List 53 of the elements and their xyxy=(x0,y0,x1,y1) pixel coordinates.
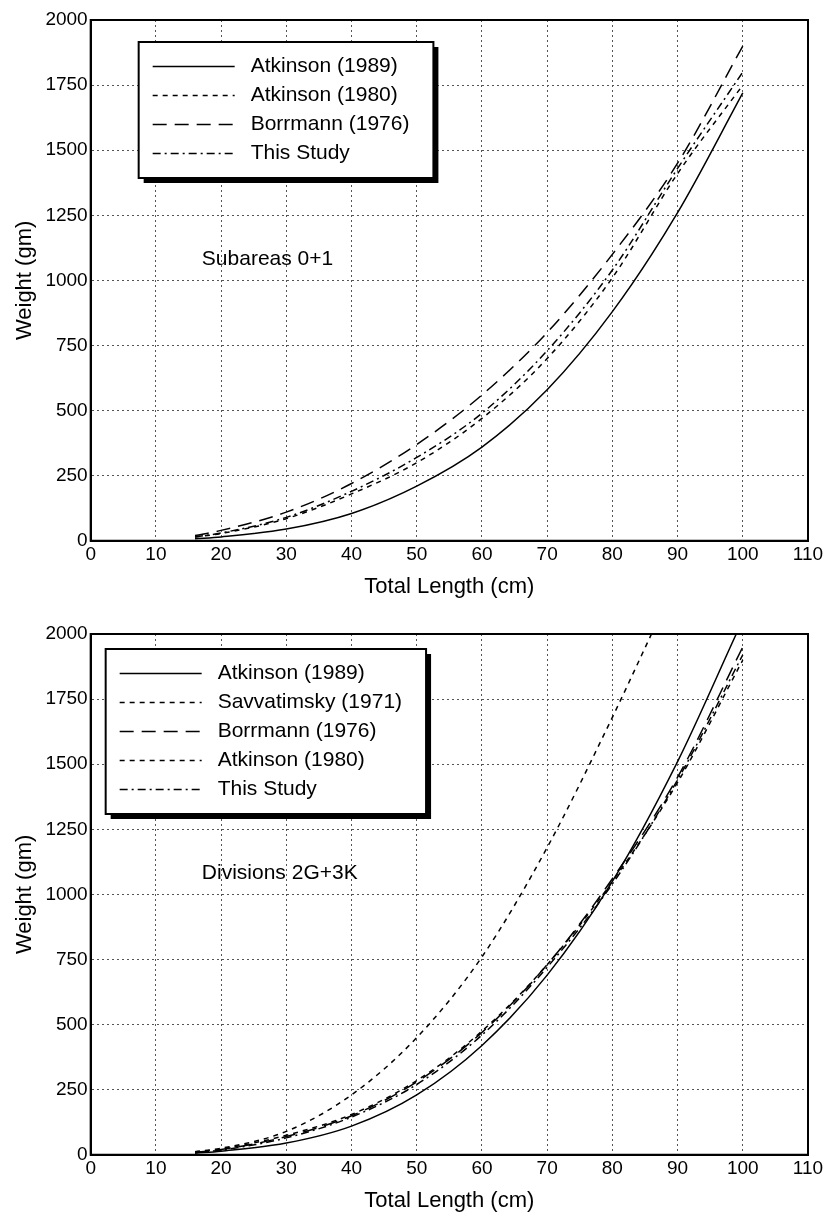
x-tick-label: 90 xyxy=(667,1157,689,1179)
y-tick-label: 1000 xyxy=(45,268,88,290)
x-tick-label: 30 xyxy=(275,543,297,565)
legend-label: Atkinson (1989) xyxy=(217,660,365,684)
x-tick-label: 30 xyxy=(275,1157,297,1179)
x-tick-label: 20 xyxy=(210,1157,232,1179)
x-tick-label: 100 xyxy=(726,1157,759,1179)
x-tick-label: 90 xyxy=(667,543,689,565)
y-tick-label: 1500 xyxy=(45,138,88,160)
x-tick-label: 60 xyxy=(471,1157,493,1179)
legend-label: Savvatimsky (1971) xyxy=(217,689,403,713)
x-tick-label: 80 xyxy=(601,543,623,565)
x-tick-label: 70 xyxy=(536,543,558,565)
y-tick-label: 2000 xyxy=(45,8,88,30)
x-tick-label: 20 xyxy=(210,543,232,565)
y-tick-label: 250 xyxy=(55,463,88,485)
x-tick-label: 50 xyxy=(406,1157,428,1179)
x-axis-title: Total Length (cm) xyxy=(364,1186,535,1212)
y-axis-title: Weight (gm) xyxy=(11,834,37,955)
y-tick-label: 1000 xyxy=(45,882,88,904)
x-axis-title: Total Length (cm) xyxy=(364,572,535,598)
annotation: Divisions 2G+3K xyxy=(201,860,358,884)
x-tick-label: 10 xyxy=(145,1157,167,1179)
x-tick-label: 10 xyxy=(145,543,167,565)
y-tick-label: 750 xyxy=(55,333,88,355)
y-tick-label: 250 xyxy=(55,1077,88,1099)
x-tick-label: 60 xyxy=(471,543,493,565)
x-tick-label: 110 xyxy=(792,543,824,565)
x-tick-label: 100 xyxy=(726,543,759,565)
y-tick-label: 1250 xyxy=(45,817,88,839)
legend-label: Atkinson (1989) xyxy=(250,53,398,77)
x-tick-label: 110 xyxy=(792,1157,824,1179)
y-tick-label: 500 xyxy=(55,398,88,420)
legend-label: Borrmann (1976) xyxy=(250,111,410,135)
x-tick-label: 70 xyxy=(536,1157,558,1179)
x-tick-label: 50 xyxy=(406,543,428,565)
y-tick-label: 1750 xyxy=(45,73,88,95)
y-tick-label: 750 xyxy=(55,947,88,969)
y-tick-label: 1750 xyxy=(45,687,88,709)
y-axis-title: Weight (gm) xyxy=(11,220,37,341)
legend-label: Atkinson (1980) xyxy=(217,747,365,771)
y-tick-label: 2000 xyxy=(45,622,88,644)
y-tick-label: 1500 xyxy=(45,752,88,774)
x-tick-label: 40 xyxy=(340,1157,363,1179)
legend-label: Borrmann (1976) xyxy=(217,718,377,742)
legend-label: This Study xyxy=(217,776,318,800)
y-tick-label: 500 xyxy=(55,1012,88,1034)
legend-label: This Study xyxy=(250,140,351,164)
y-tick-label: 1250 xyxy=(45,203,88,225)
x-tick-label: 80 xyxy=(601,1157,623,1179)
x-tick-label: 40 xyxy=(340,543,363,565)
annotation: Subareas 0+1 xyxy=(201,246,334,270)
legend-label: Atkinson (1980) xyxy=(250,82,398,106)
